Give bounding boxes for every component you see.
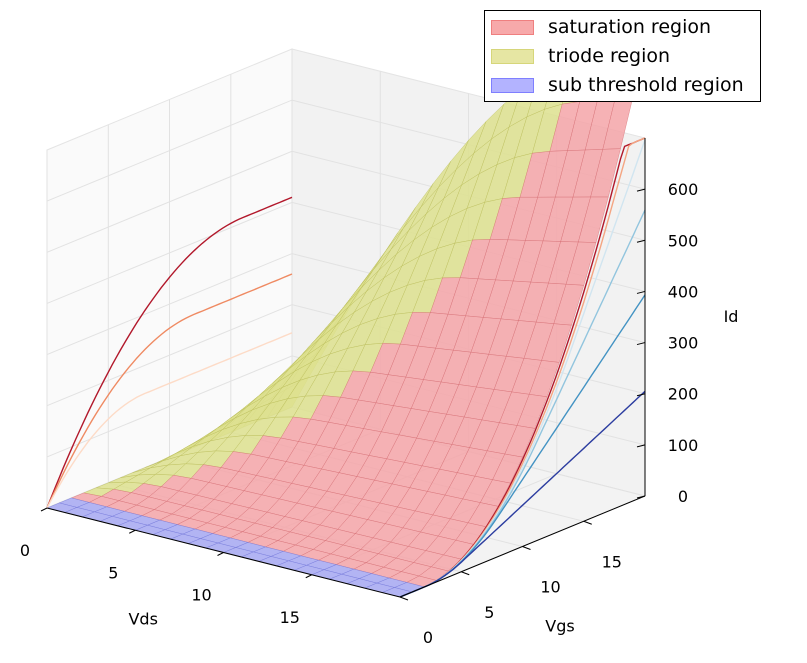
z-tick-label: 0 [678,487,688,506]
legend-label-subthreshold: sub threshold region [548,74,744,96]
z-tick-mark [636,239,646,243]
y-tick-label: 15 [602,552,622,571]
y-tick-mark [522,546,531,550]
z-tick-label: 100 [668,436,699,455]
z-tick-mark [636,444,646,448]
y-tick-label: 0 [423,628,433,647]
z-tick-mark [636,188,646,192]
y-tick-mark [583,520,592,525]
y-tick-label: 5 [484,603,494,622]
z-tick-label: 500 [668,231,699,250]
z-tick-label: 300 [668,334,699,353]
legend-item-subthreshold: sub threshold region [491,72,744,98]
x-tick-mark [40,507,48,512]
z-tick-label: 600 [668,180,699,199]
x-tick-label: 15 [280,608,300,627]
legend-swatch-subthreshold [491,77,534,93]
z-tick-label: 400 [668,282,699,301]
x-tick-label: 10 [191,586,211,605]
legend-label-saturation: saturation region [548,16,712,38]
legend-swatch-saturation [491,19,534,35]
x-tick-label: 0 [20,541,30,560]
x-tick-mark [305,574,312,579]
legend-swatch-triode [491,48,534,64]
legend-item-saturation: saturation region [491,14,711,40]
z-tick-mark [636,290,646,294]
z-tick-mark [636,495,646,499]
legend: saturation region triode region sub thre… [484,10,761,102]
y-axis-label: Vgs [545,617,574,636]
projection-curve-vds [46,332,293,509]
projection-curve-vds [46,273,293,509]
legend-label-triode: triode region [548,45,671,67]
z-tick-mark [636,393,646,397]
x-axis-label: Vds [128,610,157,629]
projection-curve-vgs [399,390,646,598]
z-axis-label: Id [724,307,739,326]
legend-item-triode: triode region [491,43,670,69]
z-tick-mark [636,342,646,346]
projection-curve-vds [46,196,293,509]
x-tick-label: 5 [108,563,118,582]
y-tick-mark [461,571,470,576]
x-tick-mark [217,552,224,556]
x-tick-mark [129,529,136,534]
projection-curves [46,137,646,598]
y-tick-mark [399,596,409,601]
z-tick-label: 200 [668,385,699,404]
tick-labels: 0 5 10 15 0 5 10 15 0 100 200 300 400 500 600 [20,180,698,647]
y-tick-label: 10 [540,578,560,597]
